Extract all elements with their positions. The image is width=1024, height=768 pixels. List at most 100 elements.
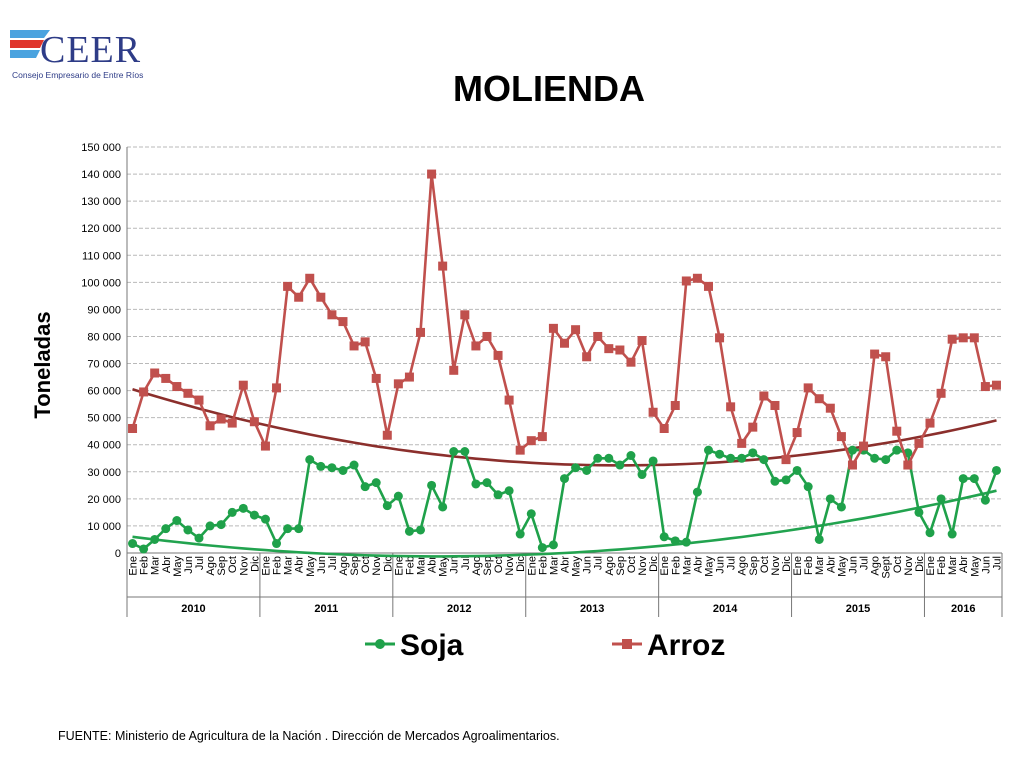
data-point bbox=[825, 403, 835, 413]
data-point bbox=[327, 463, 337, 473]
data-point bbox=[748, 422, 758, 432]
data-point bbox=[482, 478, 492, 488]
legend-marker bbox=[622, 639, 632, 649]
x-tick-label: Feb bbox=[803, 556, 815, 575]
x-tick-label: Jun bbox=[316, 556, 328, 574]
data-point bbox=[249, 417, 259, 427]
data-point bbox=[792, 428, 802, 438]
x-tick-label: Feb bbox=[936, 556, 948, 575]
data-point bbox=[604, 453, 614, 463]
data-point bbox=[803, 482, 813, 492]
data-point bbox=[571, 463, 581, 473]
legend-marker bbox=[375, 639, 385, 649]
data-point bbox=[393, 379, 403, 389]
data-point bbox=[648, 407, 658, 417]
data-point bbox=[161, 373, 171, 383]
data-point bbox=[238, 380, 248, 390]
legend-label: Arroz bbox=[647, 629, 725, 662]
data-point bbox=[493, 350, 503, 360]
data-point bbox=[504, 395, 514, 405]
data-point bbox=[471, 479, 481, 489]
data-point bbox=[172, 382, 182, 392]
x-tick-label: Jul bbox=[460, 556, 472, 570]
data-point bbox=[814, 534, 824, 544]
x-tick-label: Dic bbox=[249, 556, 261, 572]
data-point bbox=[360, 482, 370, 492]
data-point bbox=[449, 365, 459, 375]
x-tick-label: Oct bbox=[227, 556, 239, 573]
data-point bbox=[814, 394, 824, 404]
data-point bbox=[205, 421, 215, 431]
x-tick-label: Ene bbox=[925, 556, 937, 576]
x-tick-label: Mar bbox=[416, 556, 428, 575]
x-tick-label: Mar bbox=[814, 556, 826, 575]
data-point bbox=[172, 516, 182, 526]
y-tick-label: 0 bbox=[115, 548, 121, 560]
data-point bbox=[703, 281, 713, 291]
x-tick-label: Jun bbox=[715, 556, 727, 574]
logo-text: CEER bbox=[40, 29, 142, 71]
data-point bbox=[139, 544, 149, 554]
data-point bbox=[759, 455, 769, 465]
data-point bbox=[836, 502, 846, 512]
data-point bbox=[349, 460, 359, 470]
x-tick-label: Ago bbox=[205, 556, 217, 576]
data-point bbox=[604, 344, 614, 354]
y-tick-label: 10 000 bbox=[87, 521, 121, 533]
x-tick-label: Oct bbox=[493, 556, 505, 573]
x-tick-label: Oct bbox=[892, 556, 904, 573]
trend-line-soja bbox=[132, 489, 997, 558]
molienda-chart: 0 10 000 20 000 30 000 40 000 50 000 60 000 70 … bbox=[30, 142, 1003, 662]
x-tick-label: Jun bbox=[582, 556, 594, 574]
data-point bbox=[991, 465, 1001, 475]
x-tick-label: Mar bbox=[681, 556, 693, 575]
x-tick-label: Feb bbox=[139, 556, 151, 575]
x-tick-label: Ago bbox=[604, 556, 616, 576]
y-tick-label: 50 000 bbox=[87, 413, 121, 425]
data-point bbox=[438, 261, 448, 271]
x-tick-label: Ene bbox=[792, 556, 804, 576]
data-point bbox=[194, 395, 204, 405]
data-point bbox=[316, 292, 326, 302]
data-point bbox=[692, 487, 702, 497]
data-point bbox=[980, 495, 990, 505]
data-point bbox=[715, 333, 725, 343]
data-point bbox=[260, 514, 270, 524]
series-line-arroz bbox=[131, 173, 997, 469]
data-point bbox=[371, 373, 381, 383]
x-tick-label: Dic bbox=[781, 556, 793, 572]
data-point bbox=[504, 486, 514, 496]
data-point bbox=[670, 400, 680, 410]
data-point bbox=[493, 490, 503, 500]
x-tick-label: Jul bbox=[327, 556, 339, 570]
x-tick-label: Ene bbox=[526, 556, 538, 576]
y-tick-label: 80 000 bbox=[87, 331, 121, 343]
x-tick-label: May bbox=[305, 556, 317, 577]
x-tick-label: Jun bbox=[980, 556, 992, 574]
data-point bbox=[870, 453, 880, 463]
data-point bbox=[936, 494, 946, 504]
x-tick-label: Sep bbox=[482, 556, 494, 576]
data-point bbox=[615, 345, 625, 355]
x-tick-label: Abr bbox=[161, 556, 173, 573]
data-point bbox=[227, 507, 237, 517]
data-point bbox=[582, 352, 592, 362]
x-tick-label: Dic bbox=[382, 556, 394, 572]
data-point bbox=[471, 341, 481, 351]
data-point bbox=[847, 460, 857, 470]
x-tick-label: Abr bbox=[692, 556, 704, 573]
data-point bbox=[128, 423, 138, 433]
data-point bbox=[947, 334, 957, 344]
x-tick-label: May bbox=[571, 556, 583, 577]
data-point bbox=[139, 387, 149, 397]
x-tick-label: Ago bbox=[338, 556, 350, 576]
x-tick-label: Oct bbox=[360, 556, 372, 573]
data-point bbox=[515, 529, 525, 539]
data-point bbox=[582, 465, 592, 475]
x-tick-label: Nov bbox=[504, 556, 516, 576]
x-tick-label: Mar bbox=[548, 556, 560, 575]
data-point bbox=[969, 333, 979, 343]
logo-flag-icon bbox=[10, 30, 50, 58]
data-point bbox=[371, 478, 381, 488]
data-point bbox=[449, 447, 459, 456]
